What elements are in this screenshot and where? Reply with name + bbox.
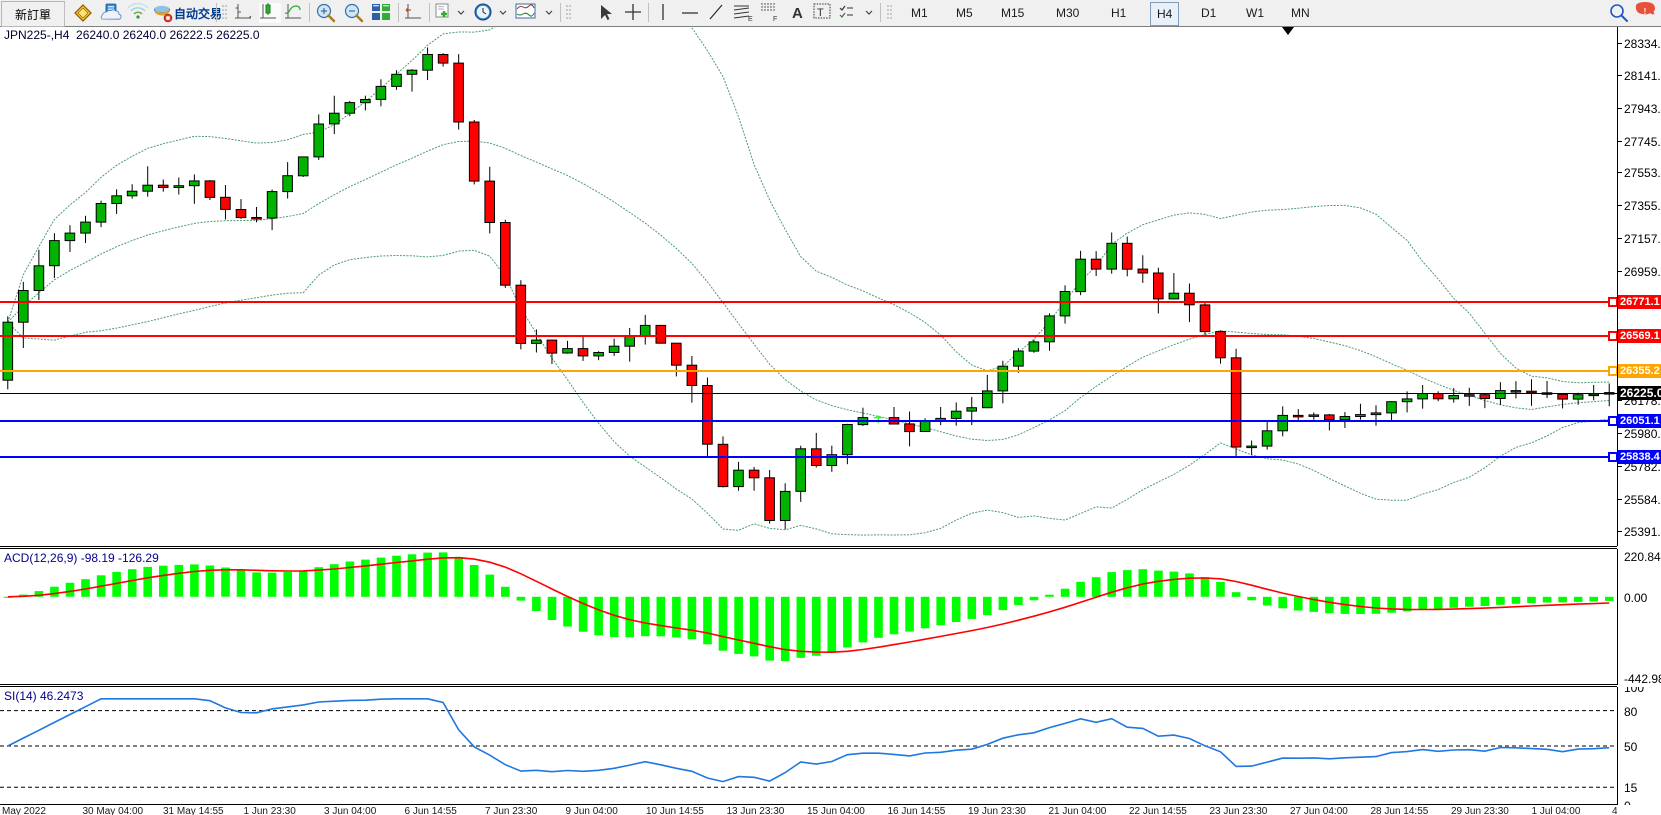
svg-text:E: E	[748, 16, 753, 23]
svg-text:A: A	[792, 5, 803, 22]
svg-text:!: !	[1644, 7, 1647, 16]
svg-text:T: T	[817, 7, 824, 19]
svg-text:F: F	[773, 16, 777, 23]
